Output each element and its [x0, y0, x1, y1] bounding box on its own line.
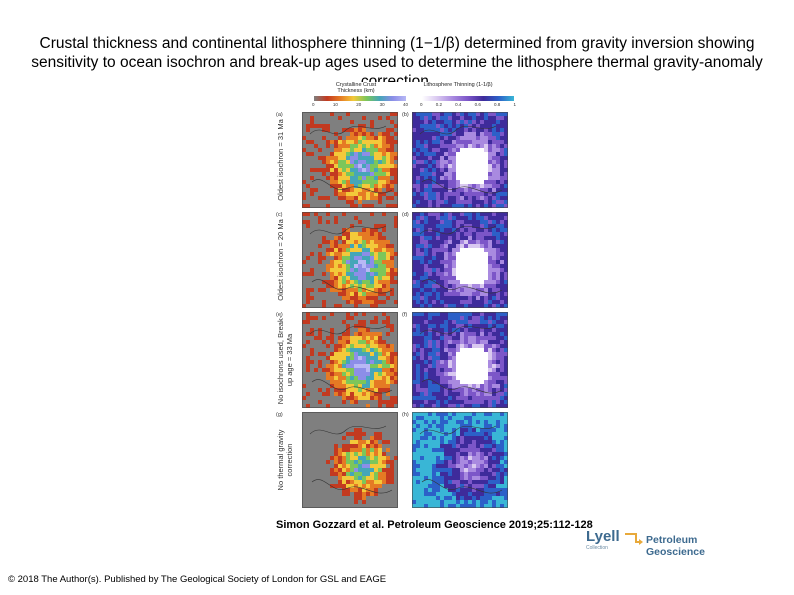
lithosphere-thinning-map: [412, 212, 508, 308]
panel-letter: (h): [402, 412, 409, 418]
journal-logo: Lyell Collection Petroleum Geoscience: [586, 528, 756, 558]
panel-letter: (d): [402, 212, 409, 218]
colorbar-tick: 0: [312, 102, 315, 107]
journal-name: Petroleum Geoscience: [646, 534, 705, 558]
crustal-thickness-map: [302, 112, 398, 208]
panel-letter: (c): [276, 212, 283, 218]
colorbar-left-label: Crystalline Crust Thickness (km): [335, 82, 377, 94]
row-label: No thermal gravity correction: [276, 429, 294, 491]
colorbar-thinning: [422, 96, 514, 101]
colorbar-tick: 0.2: [435, 102, 442, 107]
lyell-logo-text: Lyell: [586, 528, 620, 545]
crustal-thickness-map: [302, 412, 398, 508]
colorbar-tick: 10: [332, 102, 338, 107]
copyright: © 2018 The Author(s). Published by The G…: [8, 574, 387, 585]
lithosphere-thinning-map: [412, 312, 508, 408]
colorbar-tick: 40: [402, 102, 408, 107]
panel-letter: (a): [276, 112, 283, 118]
panel-letter: (g): [276, 412, 283, 418]
panel-letter: (e): [276, 312, 283, 318]
colorbar-tick: 30: [379, 102, 385, 107]
lithosphere-thinning-map: [412, 112, 508, 208]
lyell-logo-sub: Collection: [586, 545, 608, 551]
row-label: No isochrons used, Break-up age = 33 Ma: [276, 315, 294, 405]
colorbar-left-ticks: 0 10 20 30 40: [312, 102, 408, 107]
crustal-thickness-map: [302, 212, 398, 308]
colorbar-tick: 0.8: [494, 102, 501, 107]
figure: Crystalline Crust Thickness (km) Lithosp…: [270, 82, 522, 512]
colorbar-tick: 0: [420, 102, 423, 107]
colorbar-right-label: Lithosphere Thinning (1-1/β): [423, 82, 493, 88]
colorbar-tick: 1: [513, 102, 516, 107]
citation: Simon Gozzard et al. Petroleum Geoscienc…: [276, 519, 593, 531]
arrow-icon: [624, 531, 644, 550]
lithosphere-thinning-map: [412, 412, 508, 508]
panel-letter: (f): [402, 312, 408, 318]
colorbar-tick: 0.4: [455, 102, 462, 107]
crustal-thickness-map: [302, 312, 398, 408]
row-label: Oldest isochron = 31 Ma: [276, 119, 285, 201]
colorbar-tick: 20: [356, 102, 362, 107]
row-label: Oldest isochron = 20 Ma: [276, 219, 285, 301]
colorbar-crust: [314, 96, 406, 101]
colorbar-right-ticks: 0 0.2 0.4 0.6 0.8 1: [420, 102, 516, 107]
colorbar-tick: 0.6: [474, 102, 481, 107]
panel-letter: (b): [402, 112, 409, 118]
